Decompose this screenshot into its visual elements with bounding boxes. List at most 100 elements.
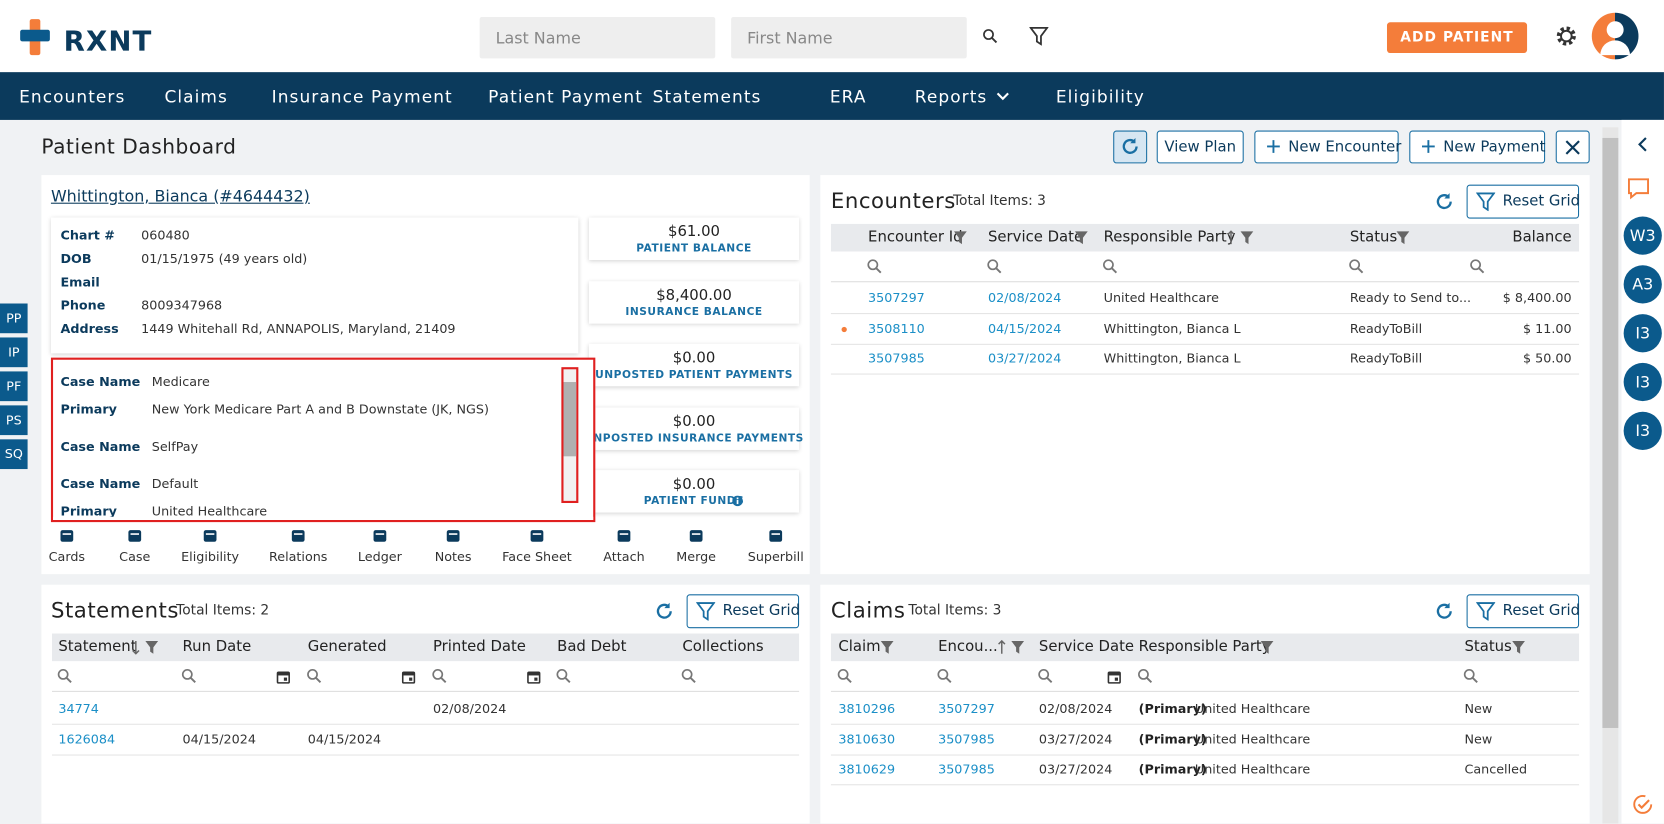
search-input[interactable] bbox=[731, 16, 967, 59]
column-header[interactable]: Collections bbox=[682, 638, 764, 656]
toolbar-label[interactable]: New Encounter bbox=[1288, 138, 1402, 156]
date-picker[interactable] bbox=[276, 670, 290, 684]
filter-search[interactable] bbox=[181, 668, 196, 684]
grid-link[interactable]: 3507985 bbox=[938, 731, 995, 747]
side-tab-label[interactable]: PS bbox=[5, 412, 22, 428]
column-header[interactable]: Encounter Id bbox=[868, 228, 963, 246]
grid-link[interactable]: 34774 bbox=[58, 701, 99, 717]
grid-link[interactable]: 3507985 bbox=[938, 761, 995, 777]
column-up[interactable] bbox=[998, 639, 1006, 655]
column-filter[interactable] bbox=[1010, 640, 1025, 655]
grid-link[interactable]: 1626084 bbox=[58, 731, 116, 747]
action-label[interactable]: Relations bbox=[268, 549, 328, 565]
side-tab-label[interactable]: PF bbox=[6, 378, 22, 394]
grid-link[interactable]: 04/15/2024 bbox=[987, 320, 1062, 336]
column-filter[interactable] bbox=[1074, 230, 1089, 245]
side-tab-label[interactable]: SQ bbox=[4, 446, 23, 462]
filter-search[interactable] bbox=[57, 668, 72, 684]
column-header[interactable]: Generated bbox=[307, 638, 387, 656]
filter-search[interactable] bbox=[1138, 668, 1153, 684]
filter-button[interactable] bbox=[1028, 27, 1049, 46]
action-icon[interactable] bbox=[372, 529, 387, 543]
search-input[interactable] bbox=[479, 16, 716, 59]
toolbar-label[interactable]: View Plan bbox=[1164, 138, 1237, 156]
grid-link[interactable]: 3507297 bbox=[868, 290, 925, 306]
column-header[interactable]: Responsible Party bbox=[1138, 638, 1271, 656]
action-label[interactable]: Superbill bbox=[747, 549, 804, 565]
column-header[interactable]: Service Date bbox=[1038, 638, 1135, 656]
rail-badge-label[interactable]: I3 bbox=[1635, 421, 1651, 441]
action-label[interactable]: Ledger bbox=[357, 549, 402, 565]
action-label[interactable]: Eligibility bbox=[181, 549, 240, 565]
side-tab[interactable] bbox=[0, 405, 28, 436]
date-picker[interactable] bbox=[527, 670, 541, 684]
action-label[interactable]: Case bbox=[119, 549, 151, 565]
search-button[interactable] bbox=[983, 29, 998, 44]
filter-search[interactable] bbox=[1349, 259, 1364, 274]
rail-badge-label[interactable]: I3 bbox=[1635, 372, 1651, 392]
filter-search[interactable] bbox=[837, 668, 852, 684]
column-header[interactable]: Service Date bbox=[987, 228, 1084, 246]
grid-refresh[interactable] bbox=[1434, 601, 1455, 622]
date-picker[interactable] bbox=[1107, 670, 1121, 684]
grid-link[interactable]: 3810630 bbox=[838, 731, 896, 747]
rail-badge[interactable] bbox=[1623, 265, 1662, 304]
column-header[interactable]: Statement bbox=[58, 638, 137, 656]
grid-link[interactable]: 3810629 bbox=[838, 761, 896, 777]
rail-badge[interactable] bbox=[1623, 411, 1662, 450]
reset-grid-icon[interactable] bbox=[1475, 602, 1496, 622]
grid-link[interactable]: 3507985 bbox=[868, 351, 925, 366]
rail-badge-label[interactable]: A3 bbox=[1632, 274, 1654, 294]
side-tab[interactable] bbox=[0, 439, 28, 470]
refresh-button[interactable] bbox=[1113, 130, 1148, 164]
column-filter[interactable] bbox=[1395, 230, 1410, 245]
action-label[interactable]: Cards bbox=[48, 549, 86, 565]
filter-search[interactable] bbox=[432, 668, 447, 684]
nav-item[interactable]: ERA bbox=[829, 86, 867, 107]
column-header[interactable]: Status bbox=[1464, 638, 1512, 656]
filter-search[interactable] bbox=[1470, 259, 1485, 274]
filter-search[interactable] bbox=[307, 668, 322, 684]
grid-link[interactable]: 02/08/2024 bbox=[987, 290, 1062, 306]
nav-item[interactable]: Claims bbox=[164, 86, 228, 107]
action-icon[interactable] bbox=[203, 529, 218, 543]
column-filter[interactable] bbox=[1511, 640, 1526, 655]
column-filter[interactable] bbox=[953, 230, 968, 245]
column-header[interactable]: Status bbox=[1349, 228, 1398, 246]
nav-item[interactable]: Eligibility bbox=[1055, 86, 1145, 107]
tasks-button[interactable] bbox=[1632, 794, 1653, 815]
grid-refresh[interactable] bbox=[654, 601, 675, 622]
column-header[interactable]: Claim bbox=[838, 638, 881, 656]
add-patient-button[interactable] bbox=[1386, 22, 1528, 54]
reset-grid-button[interactable] bbox=[686, 594, 800, 629]
grid-link[interactable]: 3507297 bbox=[938, 701, 995, 717]
reset-grid-icon[interactable] bbox=[1475, 192, 1496, 212]
filter-search[interactable] bbox=[1463, 668, 1478, 684]
column-filter[interactable] bbox=[144, 640, 159, 655]
column-header[interactable]: Printed Date bbox=[432, 638, 526, 656]
column-header[interactable]: Responsible Party bbox=[1103, 228, 1236, 246]
plus-icon[interactable] bbox=[1266, 139, 1281, 154]
grid-refresh[interactable] bbox=[1434, 191, 1455, 212]
toolbar-label[interactable]: New Payment bbox=[1443, 138, 1546, 156]
settings-button[interactable] bbox=[1555, 24, 1578, 47]
action-label[interactable]: Notes bbox=[434, 549, 472, 565]
nav-item[interactable]: Encounters bbox=[19, 86, 126, 107]
action-label[interactable]: Face Sheet bbox=[502, 549, 572, 565]
side-tab[interactable] bbox=[0, 371, 28, 402]
grid-link[interactable]: 03/27/2024 bbox=[987, 351, 1062, 366]
chat-button[interactable] bbox=[1627, 177, 1652, 200]
reset-grid-icon[interactable] bbox=[695, 602, 716, 622]
reset-grid-label[interactable]: Reset Grid bbox=[1502, 192, 1581, 210]
action-icon[interactable] bbox=[291, 529, 306, 543]
rail-badge-label[interactable]: W3 bbox=[1629, 226, 1656, 246]
rail-badge[interactable] bbox=[1623, 216, 1662, 255]
nav-item[interactable]: Statements bbox=[652, 86, 762, 107]
side-tab[interactable] bbox=[0, 337, 28, 368]
column-header[interactable]: Bad Debt bbox=[557, 638, 627, 656]
action-icon[interactable] bbox=[768, 529, 783, 543]
reset-grid-label[interactable]: Reset Grid bbox=[1502, 602, 1581, 620]
column-up[interactable] bbox=[1227, 230, 1235, 245]
action-label[interactable]: Merge bbox=[676, 549, 717, 565]
column-header[interactable]: Encou... bbox=[938, 638, 998, 656]
